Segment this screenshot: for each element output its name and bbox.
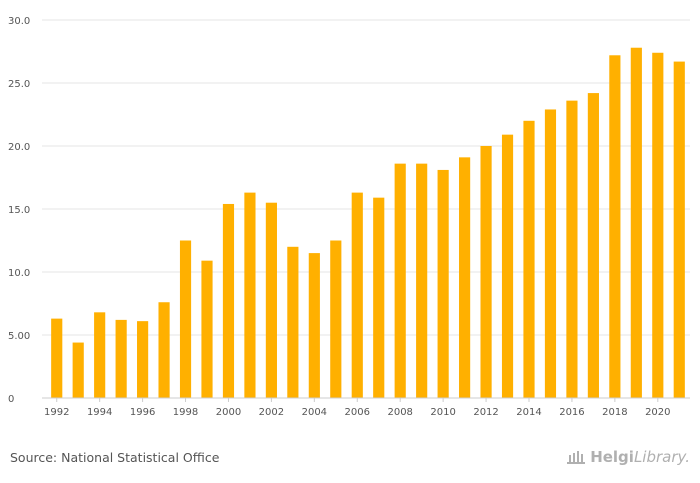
x-tick-label: 2014 <box>516 407 541 418</box>
y-tick-label: 20.0 <box>8 142 30 153</box>
x-tick-label: 2006 <box>345 407 370 418</box>
bar-2004 <box>308 253 320 398</box>
y-tick-label: 25.0 <box>8 79 30 90</box>
bar-1992 <box>51 318 63 398</box>
x-tick-label: 2016 <box>559 407 584 418</box>
library-building-icon <box>567 451 586 464</box>
x-tick-label: 1994 <box>87 407 112 418</box>
bar-1995 <box>115 319 127 398</box>
bar-2007 <box>373 197 385 398</box>
bar-2006 <box>351 192 363 398</box>
bar-1997 <box>158 302 170 398</box>
y-tick-label: 15.0 <box>8 205 30 216</box>
bar-2009 <box>416 163 428 398</box>
logo-light-text: Library. <box>633 448 690 466</box>
bar-1996 <box>137 321 149 398</box>
bar-2015 <box>544 109 557 399</box>
helgi-library-logo: HelgiLibrary. <box>566 448 690 466</box>
gridlines <box>42 19 690 336</box>
y-axis-ticks: 0 5.00 10.0 15.0 20.0 25.0 30.0 <box>8 16 30 405</box>
bar-2001 <box>244 192 256 398</box>
bar-1994 <box>94 312 106 398</box>
x-tick-label: 1996 <box>130 407 155 418</box>
bar-2016 <box>566 100 578 398</box>
logo-strong-text: Helgi <box>590 448 634 466</box>
logo-wordmark: HelgiLibrary. <box>590 448 690 466</box>
y-tick-label: 30.0 <box>8 16 30 27</box>
bar-2020 <box>652 52 664 398</box>
x-axis-ticks: 1992 1994 1996 1998 2000 2002 2004 2006 2008 2010… <box>44 398 671 418</box>
source-note: Source: National Statistical Office <box>10 450 220 465</box>
y-tick-label: 0 <box>8 394 14 405</box>
bar-1999 <box>201 260 213 398</box>
bar-2008 <box>394 163 406 398</box>
bar-2017 <box>587 93 599 398</box>
bar-1998 <box>179 240 192 398</box>
bar-2013 <box>501 134 514 398</box>
bar-2010 <box>437 169 449 398</box>
bar-2000 <box>222 203 235 398</box>
y-tick-label: 10.0 <box>8 268 30 279</box>
bars <box>51 47 685 399</box>
x-tick-label: 2010 <box>430 407 455 418</box>
y-tick-label: 5.00 <box>8 331 30 342</box>
bar-2012 <box>480 146 492 398</box>
bar-2021 <box>673 61 685 399</box>
x-tick-label: 2020 <box>645 407 670 418</box>
x-tick-label: 2018 <box>602 407 627 418</box>
x-tick-label: 2002 <box>259 407 284 418</box>
bar-2005 <box>330 240 342 398</box>
x-tick-label: 2004 <box>302 407 327 418</box>
bar-2019 <box>630 47 642 398</box>
bar-1993 <box>72 342 84 398</box>
bar-2018 <box>609 55 621 398</box>
bar-2011 <box>459 157 471 398</box>
x-tick-label: 2008 <box>387 407 412 418</box>
x-tick-label: 2000 <box>216 407 241 418</box>
bar-2003 <box>287 246 299 398</box>
x-tick-label: 1992 <box>44 407 69 418</box>
bar-2002 <box>265 202 277 398</box>
x-tick-label: 2012 <box>473 407 498 418</box>
bar-2014 <box>523 120 535 399</box>
x-tick-label: 1998 <box>173 407 198 418</box>
